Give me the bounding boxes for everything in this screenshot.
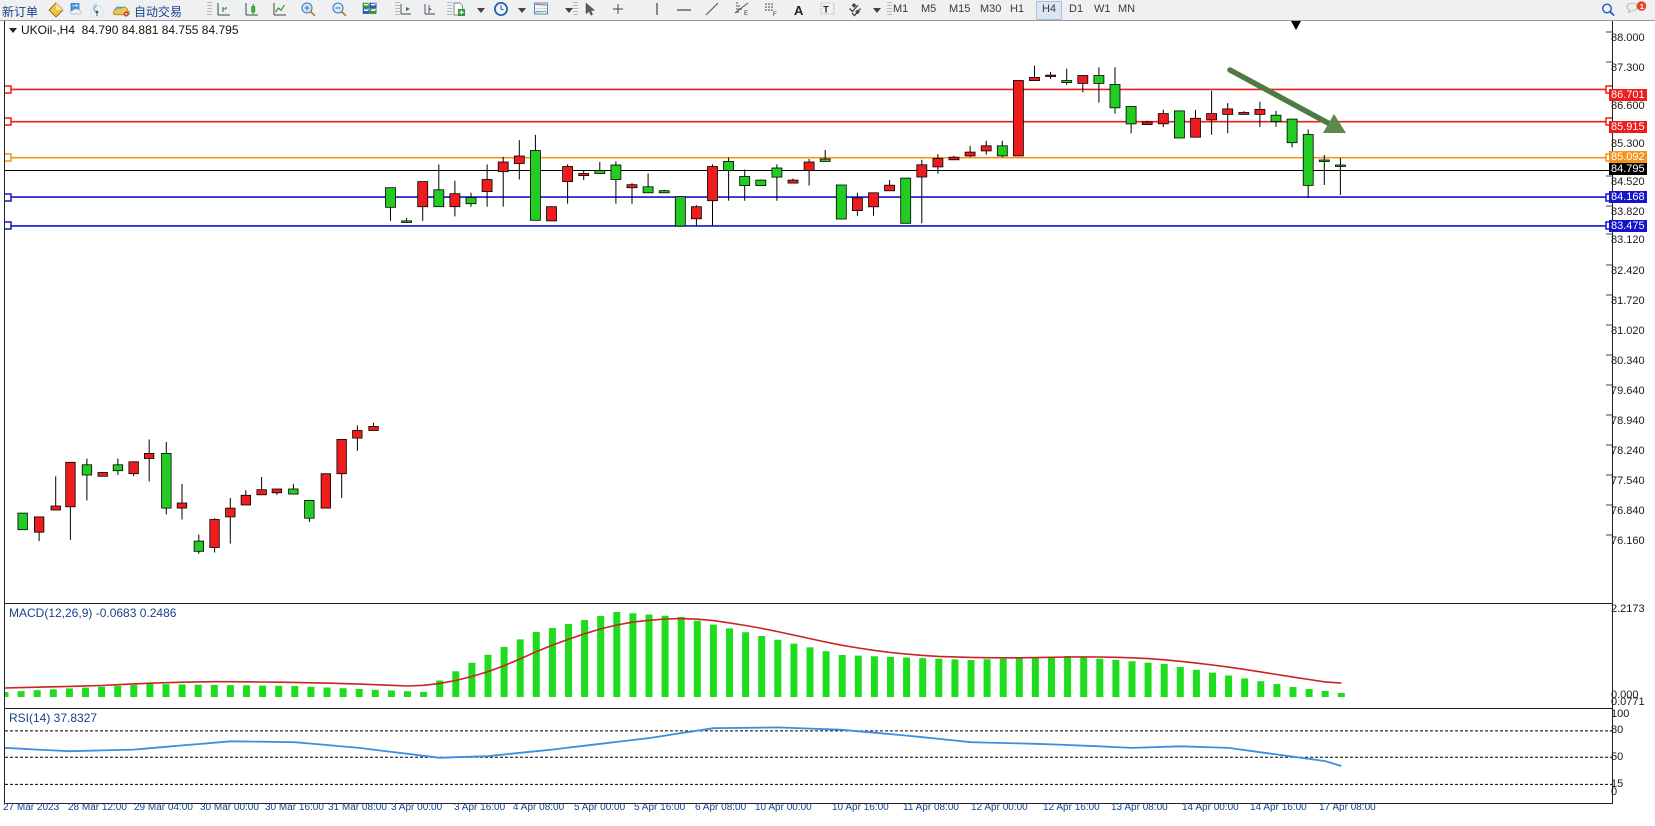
svg-text:F: F xyxy=(773,12,777,18)
svg-text:E: E xyxy=(744,11,748,17)
svg-text:T: T xyxy=(823,5,829,15)
svg-text:1: 1 xyxy=(1640,2,1644,11)
